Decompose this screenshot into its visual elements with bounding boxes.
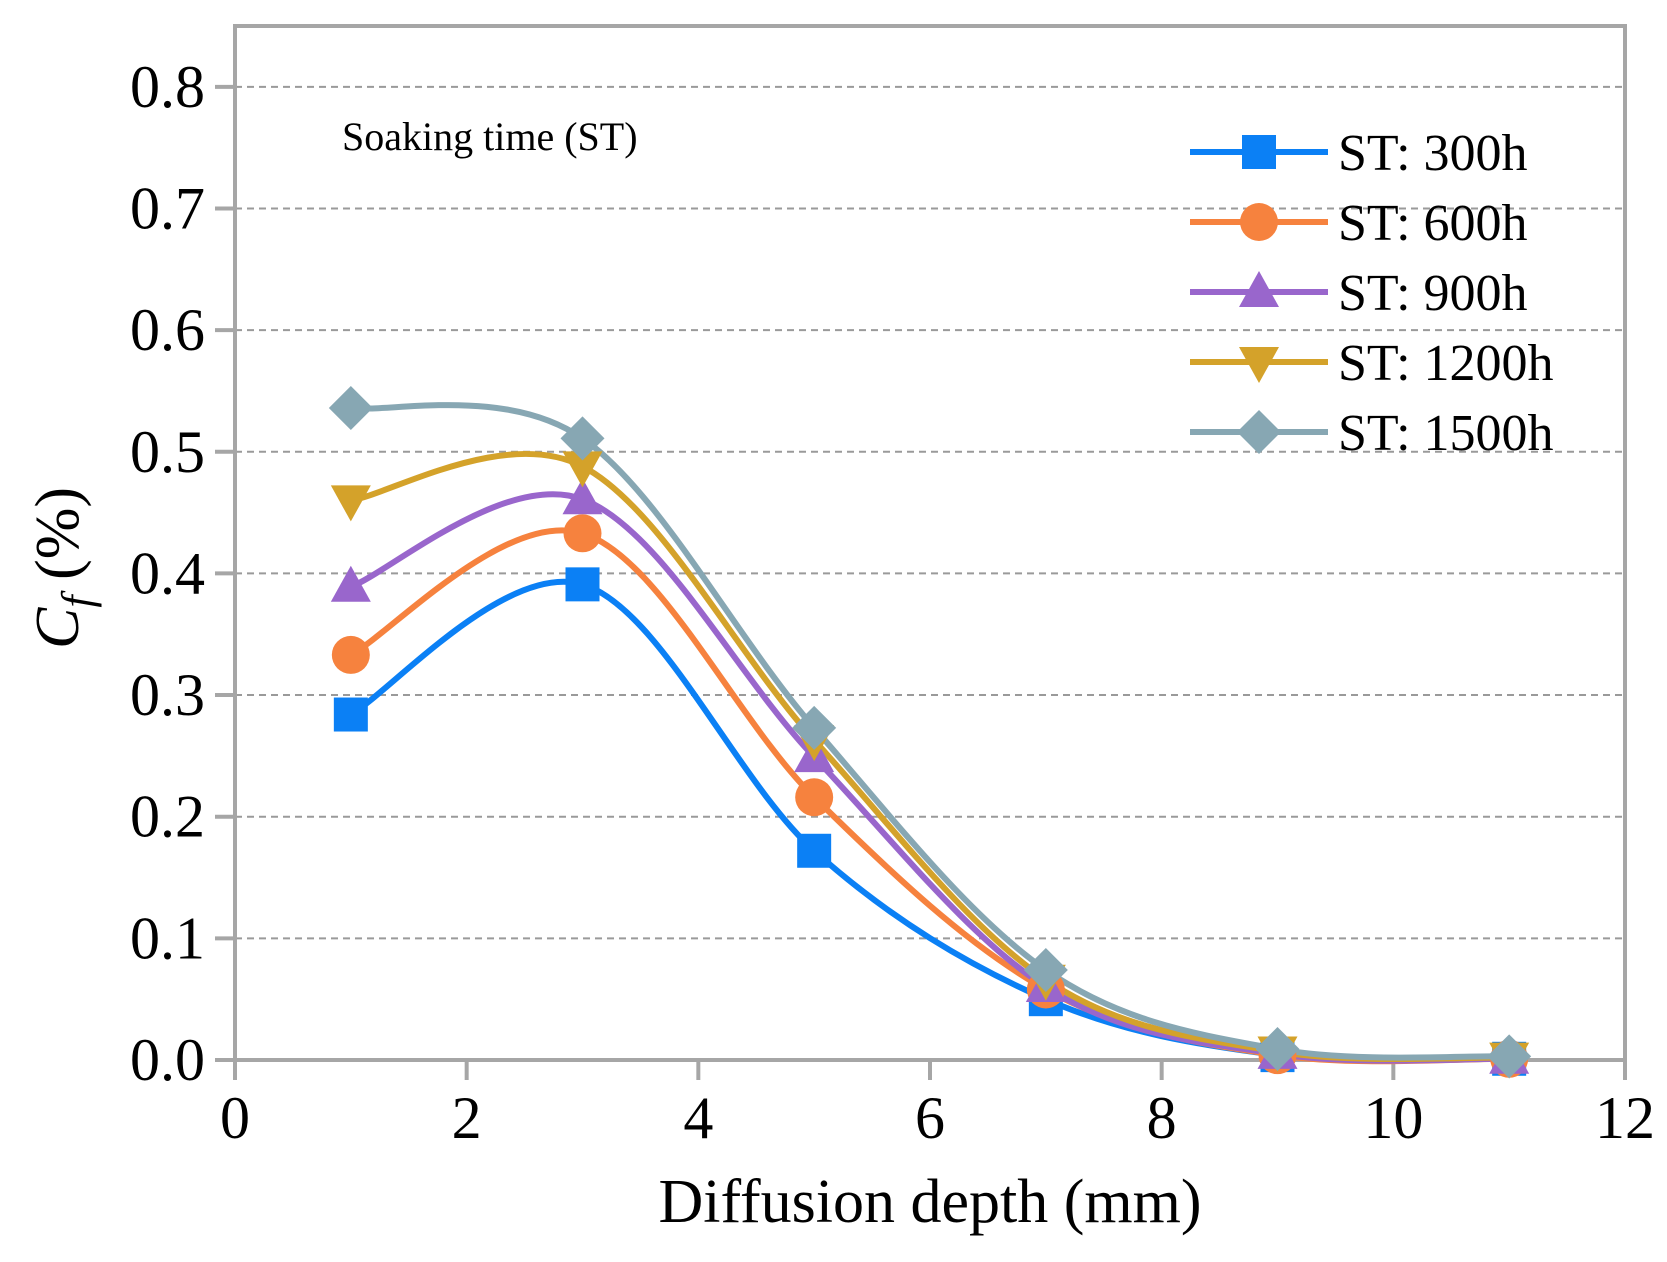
series-1-point-2 — [795, 778, 834, 817]
legend-label: ST: 1200h — [1338, 335, 1554, 392]
series-4-point-3 — [1023, 947, 1068, 992]
legend-item-3: ST: 1200h — [1190, 335, 1554, 392]
legend: ST: 300h ST: 600h ST: 900h ST: 1200h ST: 150… — [1190, 125, 1554, 462]
y-tick-label: 0.8 — [130, 54, 205, 120]
legend-label: ST: 900h — [1338, 265, 1528, 322]
y-tick-label: 0.0 — [130, 1027, 205, 1093]
series-4-point-2 — [792, 705, 837, 750]
data-series — [347, 402, 1513, 1065]
y-axis-title: Cf (%) — [24, 487, 102, 649]
legend-item-0: ST: 300h — [1190, 125, 1528, 182]
x-tick-label: 0 — [220, 1085, 250, 1151]
series-line-0 — [347, 578, 1513, 1064]
series-line-3 — [347, 450, 1513, 1063]
series-4-point-1 — [560, 416, 605, 461]
series-4-point-4 — [1255, 1027, 1300, 1072]
data-markers — [328, 385, 1532, 1079]
x-axis-title: Diffusion depth (mm) — [658, 1168, 1201, 1236]
y-axis-unit: (%) — [24, 487, 92, 595]
y-tick-label: 0.7 — [130, 175, 205, 241]
legend-marker — [1239, 271, 1279, 307]
y-tick-label: 0.4 — [130, 540, 205, 606]
x-tick-label: 4 — [683, 1085, 713, 1151]
gridlines — [235, 85, 1625, 940]
legend-marker — [1242, 135, 1276, 169]
series-0-point-1 — [565, 567, 600, 602]
x-tick-label: 8 — [1147, 1085, 1177, 1151]
series-line-1 — [347, 527, 1513, 1065]
x-tick-label: 6 — [915, 1085, 945, 1151]
x-tick-label: 10 — [1363, 1085, 1423, 1151]
y-tick-label: 0.3 — [130, 662, 205, 728]
series-0-point-2 — [797, 833, 832, 868]
legend-marker — [1239, 347, 1279, 383]
y-tick-label: 0.6 — [130, 297, 205, 363]
y-tick-label: 0.5 — [130, 419, 205, 485]
series-3-point-1 — [562, 451, 603, 488]
x-tick-label: 2 — [452, 1085, 482, 1151]
series-1-point-1 — [563, 514, 602, 553]
series-line-2 — [347, 491, 1513, 1064]
legend-label: ST: 300h — [1338, 125, 1528, 182]
series-1-point-0 — [331, 635, 370, 674]
legend-item-2: ST: 900h — [1190, 265, 1528, 322]
series-4-point-0 — [328, 385, 373, 430]
series-3-point-0 — [330, 485, 371, 522]
soaking-time-annotation: Soaking time (ST) — [342, 114, 638, 159]
legend-label: ST: 600h — [1338, 195, 1528, 252]
legend-item-1: ST: 600h — [1190, 195, 1528, 252]
legend-marker — [1237, 410, 1281, 454]
series-2-point-0 — [330, 565, 371, 602]
legend-item-4: ST: 1500h — [1190, 405, 1554, 462]
axis-ticks: 0.0 0.1 0.2 0.3 0.4 0.5 0.6 0.7 0.8 0 2 4 6 8 10 12 — [130, 54, 1655, 1151]
legend-marker — [1240, 203, 1278, 241]
y-tick-label: 0.2 — [130, 784, 205, 850]
y-axis-symbol: C — [24, 607, 92, 649]
series-4-point-5 — [1487, 1034, 1532, 1079]
y-tick-label: 0.1 — [130, 905, 205, 971]
x-tick-label: 12 — [1595, 1085, 1655, 1151]
series-line-4 — [347, 402, 1513, 1061]
series-0-point-0 — [333, 697, 368, 732]
legend-label: ST: 1500h — [1338, 405, 1554, 462]
series-2-point-1 — [562, 478, 603, 515]
